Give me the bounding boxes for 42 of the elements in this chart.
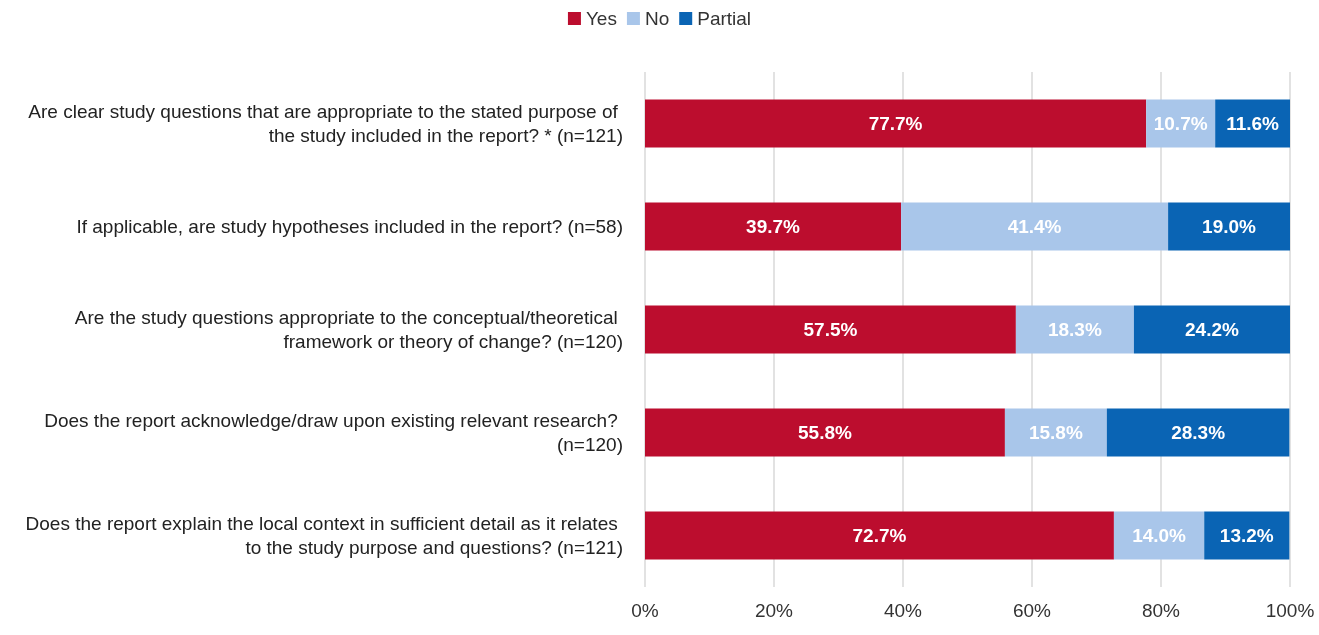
data-label: 77.7% (868, 113, 923, 134)
legend-label: No (644, 8, 670, 29)
bar (1106, 408, 1290, 457)
legend-label: Partial (697, 8, 752, 29)
data-label: 15.8% (1028, 422, 1083, 443)
data-label: 19.0% (1202, 216, 1257, 237)
data-label: 55.8% (798, 422, 852, 443)
bar (645, 305, 1016, 354)
x-tick-label: 100% (1265, 600, 1315, 621)
data-label: 41.4% (1007, 216, 1062, 237)
y-tick-label: Does the report acknowledge/draw upon existing relevant research? (n=120) (44, 410, 623, 455)
bar (1015, 305, 1134, 354)
x-tick-label: 60% (1012, 600, 1052, 621)
y-tick-label: Are clear study questions that are appropriate to the stated purpose of the study included in the report? * (n=121) (28, 101, 623, 146)
legend-label: Yes (585, 8, 617, 29)
bar (1113, 511, 1205, 560)
y-tick-label: Are the study questions appropriate to the conceptual/theoretical framework or theory of change? (n=120) (74, 307, 623, 352)
data-label: 24.2% (1185, 319, 1239, 340)
bar (1204, 511, 1290, 560)
data-label: 28.3% (1171, 422, 1226, 443)
x-tick-label: 0% (631, 600, 659, 621)
bar (1133, 305, 1290, 354)
data-label: 13.2% (1219, 525, 1274, 546)
data-label: 14.0% (1132, 525, 1187, 546)
data-label: 72.7% (852, 525, 907, 546)
bar (645, 408, 1005, 457)
data-label: 57.5% (803, 319, 858, 340)
bar (645, 99, 1147, 148)
bar (901, 202, 1169, 251)
y-tick-label: Does the report explain the local context in sufficient detail as it relates to the study purpose and questions? (n=121) (25, 513, 623, 558)
bar (645, 202, 902, 251)
y-tick-label: If applicable, are study hypotheses included in the report? (n=58) (76, 216, 623, 237)
x-tick-label: 80% (1141, 600, 1181, 621)
bar (1004, 408, 1107, 457)
data-label: 18.3% (1047, 319, 1102, 340)
data-label: 39.7% (746, 216, 801, 237)
x-tick-label: 20% (754, 600, 794, 621)
data-label: 11.6% (1226, 113, 1280, 134)
bar (1168, 202, 1290, 251)
x-tick-label: 40% (883, 600, 923, 621)
bar (645, 511, 1114, 560)
data-label: 10.7% (1153, 113, 1208, 134)
